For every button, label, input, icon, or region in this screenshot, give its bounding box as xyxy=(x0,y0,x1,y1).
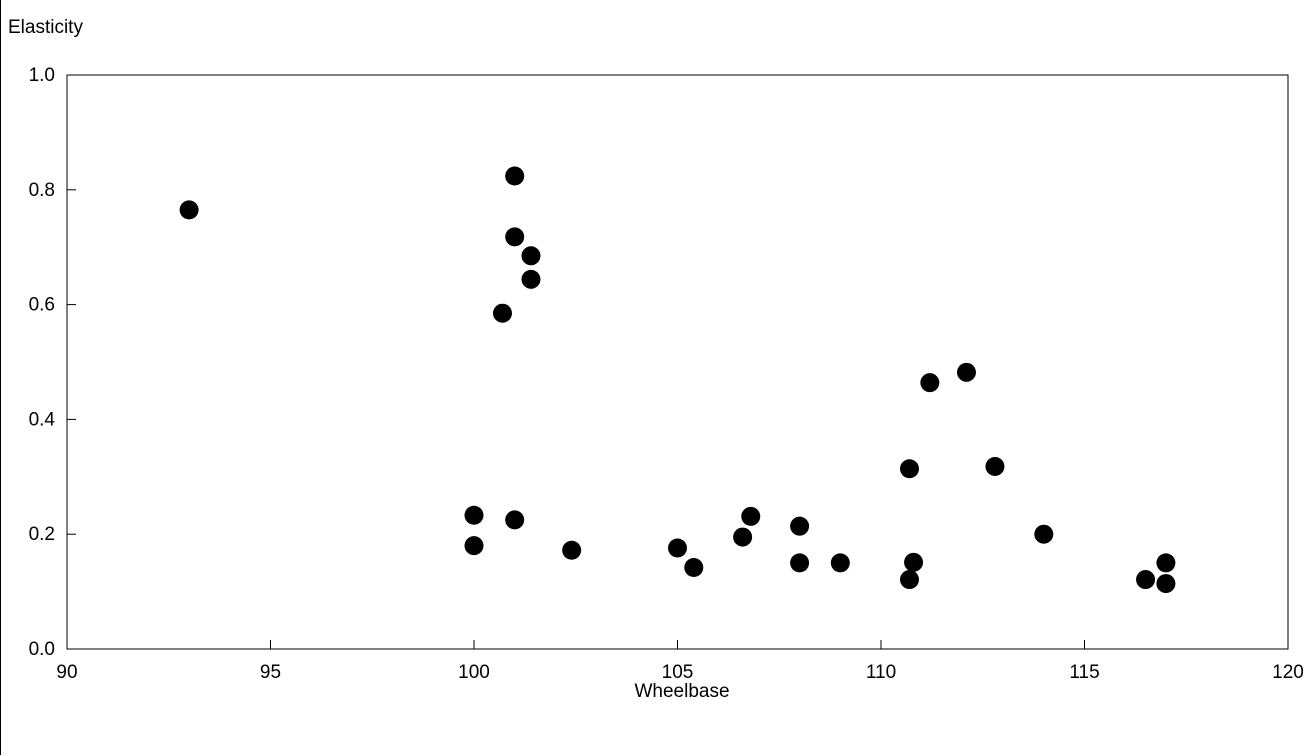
y-tick-label: 0.6 xyxy=(29,295,55,316)
data-points xyxy=(179,166,1176,594)
plot-area xyxy=(66,74,1289,650)
data-point xyxy=(668,538,687,558)
data-point xyxy=(505,166,525,186)
data-point xyxy=(1034,524,1054,544)
x-tick-label: 110 xyxy=(866,662,896,683)
data-point xyxy=(492,303,512,323)
data-point xyxy=(505,227,525,247)
data-point xyxy=(464,536,484,556)
y-axis-title: Elasticity xyxy=(8,17,83,38)
data-point xyxy=(179,200,199,220)
data-point xyxy=(1156,553,1176,573)
data-point xyxy=(521,269,541,289)
y-tick-label: 0.2 xyxy=(29,524,55,545)
data-point xyxy=(790,516,810,536)
data-point xyxy=(684,557,704,577)
data-point xyxy=(1156,574,1176,594)
y-tick-label: 1.0 xyxy=(29,65,55,86)
x-axis-title: Wheelbase xyxy=(634,681,729,702)
y-tick-label: 0.0 xyxy=(29,639,55,660)
data-point xyxy=(899,459,919,479)
y-axis: 0.0 0.2 0.4 0.6 0.8 1.0 xyxy=(29,65,76,660)
data-point xyxy=(956,362,976,382)
x-tick-label: 90 xyxy=(56,662,77,683)
data-point xyxy=(830,553,850,573)
x-axis: 90 95 100 105 110 115 120 xyxy=(56,640,1304,683)
data-point xyxy=(505,510,525,530)
y-tick-label: 0.8 xyxy=(29,180,55,201)
data-point xyxy=(899,570,919,590)
data-point xyxy=(741,506,761,526)
data-point xyxy=(985,456,1005,476)
x-tick-label: 115 xyxy=(1069,662,1099,683)
data-point xyxy=(464,505,484,525)
x-tick-label: 105 xyxy=(662,662,694,683)
data-point xyxy=(733,527,753,547)
x-tick-label: 120 xyxy=(1272,662,1304,683)
x-tick-label: 100 xyxy=(458,662,490,683)
data-point xyxy=(920,373,940,393)
data-point xyxy=(790,553,810,573)
x-tick-label: 95 xyxy=(260,662,281,683)
y-tick-label: 0.4 xyxy=(29,409,56,430)
data-point xyxy=(562,540,582,560)
data-point xyxy=(521,246,541,266)
data-point xyxy=(904,552,924,572)
data-point xyxy=(1136,570,1156,590)
